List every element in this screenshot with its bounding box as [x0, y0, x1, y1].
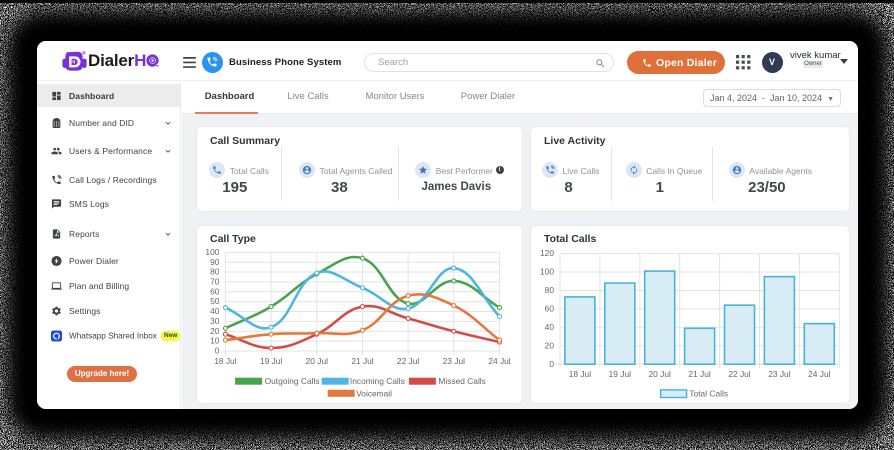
svg-text:18 Jul: 18 Jul [569, 369, 591, 379]
svg-text:Outgoing Calls: Outgoing Calls [265, 376, 320, 386]
svg-text:Missed Calls: Missed Calls [438, 376, 485, 386]
svg-text:24 Jul: 24 Jul [488, 356, 510, 366]
svg-text:100: 100 [540, 267, 554, 277]
svg-text:0: 0 [549, 359, 554, 369]
svg-text:100: 100 [205, 247, 219, 257]
svg-text:0: 0 [215, 346, 220, 356]
svg-text:Voicemail: Voicemail [356, 388, 392, 398]
svg-text:30: 30 [210, 316, 220, 326]
svg-text:19 Jul: 19 Jul [260, 356, 282, 366]
svg-text:Incoming Calls: Incoming Calls [350, 376, 405, 386]
svg-text:19 Jul: 19 Jul [609, 369, 631, 379]
svg-text:50: 50 [210, 296, 220, 306]
svg-text:80: 80 [545, 285, 555, 295]
svg-text:23 Jul: 23 Jul [768, 369, 790, 379]
svg-text:90: 90 [210, 257, 220, 267]
svg-text:24 Jul: 24 Jul [808, 369, 830, 379]
svg-text:18 Jul: 18 Jul [214, 356, 236, 366]
svg-text:Total Calls: Total Calls [689, 389, 728, 399]
svg-text:70: 70 [210, 277, 220, 287]
svg-text:40: 40 [210, 306, 220, 316]
svg-text:23 Jul: 23 Jul [443, 356, 465, 366]
svg-text:21 Jul: 21 Jul [351, 356, 373, 366]
svg-text:21 Jul: 21 Jul [688, 369, 710, 379]
svg-text:80: 80 [210, 267, 220, 277]
svg-text:22 Jul: 22 Jul [728, 369, 750, 379]
svg-text:60: 60 [210, 286, 220, 296]
svg-text:60: 60 [545, 304, 555, 314]
svg-text:20: 20 [210, 326, 220, 336]
svg-text:10: 10 [210, 336, 220, 346]
svg-text:20 Jul: 20 Jul [306, 356, 328, 366]
svg-text:22 Jul: 22 Jul [397, 356, 419, 366]
svg-text:20: 20 [545, 340, 555, 350]
svg-text:120: 120 [540, 248, 554, 258]
svg-text:40: 40 [545, 322, 555, 332]
svg-text:20 Jul: 20 Jul [649, 369, 671, 379]
